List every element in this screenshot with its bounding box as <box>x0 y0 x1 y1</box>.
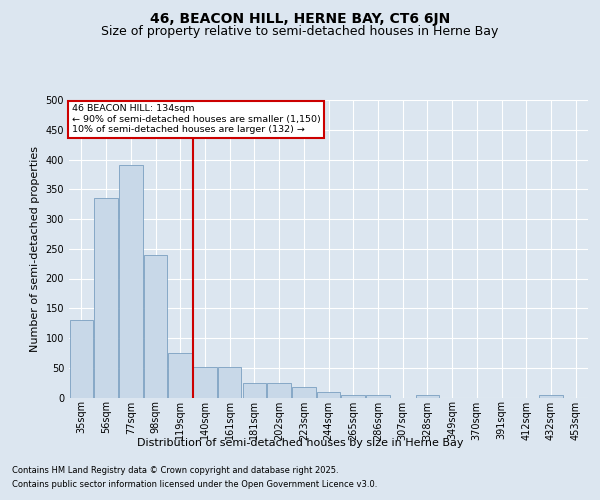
Bar <box>144 254 167 398</box>
Text: 46, BEACON HILL, HERNE BAY, CT6 6JN: 46, BEACON HILL, HERNE BAY, CT6 6JN <box>150 12 450 26</box>
Bar <box>539 394 563 398</box>
Bar <box>218 366 241 398</box>
Text: 46 BEACON HILL: 134sqm
← 90% of semi-detached houses are smaller (1,150)
10% of : 46 BEACON HILL: 134sqm ← 90% of semi-det… <box>71 104 320 134</box>
Bar <box>94 198 118 398</box>
Bar <box>193 366 217 398</box>
Bar <box>268 382 291 398</box>
Bar <box>341 394 365 398</box>
Bar <box>317 392 340 398</box>
Text: Contains HM Land Registry data © Crown copyright and database right 2025.: Contains HM Land Registry data © Crown c… <box>12 466 338 475</box>
Bar <box>416 394 439 398</box>
Text: Size of property relative to semi-detached houses in Herne Bay: Size of property relative to semi-detach… <box>101 25 499 38</box>
Bar <box>366 394 389 398</box>
Y-axis label: Number of semi-detached properties: Number of semi-detached properties <box>30 146 40 352</box>
Bar <box>292 387 316 398</box>
Text: Distribution of semi-detached houses by size in Herne Bay: Distribution of semi-detached houses by … <box>137 438 463 448</box>
Bar <box>70 320 93 398</box>
Bar <box>169 353 192 398</box>
Bar <box>242 382 266 398</box>
Text: Contains public sector information licensed under the Open Government Licence v3: Contains public sector information licen… <box>12 480 377 489</box>
Bar <box>119 166 143 398</box>
